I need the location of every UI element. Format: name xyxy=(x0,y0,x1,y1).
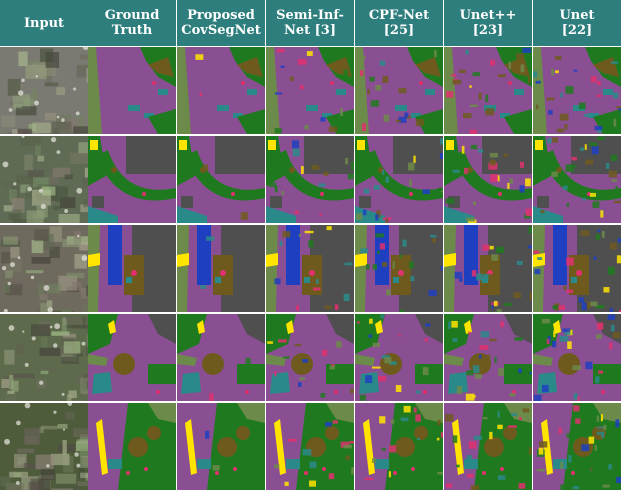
segmentation-map xyxy=(0,47,88,134)
segmentation-map xyxy=(444,47,532,134)
segmentation-map xyxy=(355,136,443,223)
image-cell-unet-plus-plus xyxy=(444,314,532,401)
image-cell-proposed-covsegnet xyxy=(177,314,265,401)
image-cell-unet xyxy=(533,314,621,401)
segmentation-map xyxy=(355,403,443,490)
header-semi-inf-net: Semi-Inf- Net [3] xyxy=(266,0,354,46)
image-cell-semi-inf-net xyxy=(266,47,354,134)
column-header-row: Input Ground Truth Proposed CovSegNet Se… xyxy=(0,0,622,46)
segmentation-map xyxy=(266,47,354,134)
header-proposed-covsegnet: Proposed CovSegNet xyxy=(177,0,265,46)
header-ground-truth: Ground Truth xyxy=(88,0,176,46)
segmentation-map xyxy=(444,403,532,490)
image-cell-ground-truth xyxy=(88,225,176,312)
segmentation-map xyxy=(177,314,265,401)
segmentation-map xyxy=(88,47,176,134)
image-cell-cpf-net xyxy=(355,47,443,134)
image-cell-unet xyxy=(533,136,621,223)
image-cell-input xyxy=(0,225,88,312)
segmentation-map xyxy=(533,225,621,312)
image-cell-unet xyxy=(533,225,621,312)
image-cell-input xyxy=(0,314,88,401)
segmentation-map xyxy=(0,136,88,223)
image-cell-unet-plus-plus xyxy=(444,47,532,134)
segmentation-map xyxy=(266,314,354,401)
image-cell-proposed-covsegnet xyxy=(177,403,265,490)
segmentation-map xyxy=(533,47,621,134)
segmentation-map xyxy=(177,225,265,312)
image-cell-unet-plus-plus xyxy=(444,225,532,312)
image-cell-semi-inf-net xyxy=(266,403,354,490)
image-cell-unet-plus-plus xyxy=(444,403,532,490)
segmentation-map xyxy=(88,225,176,312)
segmentation-map xyxy=(444,225,532,312)
image-cell-cpf-net xyxy=(355,136,443,223)
segmentation-map xyxy=(533,403,621,490)
image-cell-input xyxy=(0,47,88,134)
header-unet: Unet [22] xyxy=(533,0,621,46)
segmentation-map xyxy=(266,136,354,223)
segmentation-map xyxy=(0,314,88,401)
image-cell-ground-truth xyxy=(88,314,176,401)
header-cpf-net: CPF-Net [25] xyxy=(355,0,443,46)
segmentation-map xyxy=(533,136,621,223)
header-unet-plus-plus: Unet++ [23] xyxy=(444,0,532,46)
segmentation-map xyxy=(88,403,176,490)
image-cell-unet xyxy=(533,47,621,134)
segmentation-map xyxy=(177,47,265,134)
segmentation-map xyxy=(266,225,354,312)
image-cell-semi-inf-net xyxy=(266,225,354,312)
image-cell-semi-inf-net xyxy=(266,136,354,223)
image-cell-semi-inf-net xyxy=(266,314,354,401)
image-cell-unet xyxy=(533,403,621,490)
image-cell-ground-truth xyxy=(88,47,176,134)
segmentation-map xyxy=(355,314,443,401)
image-cell-proposed-covsegnet xyxy=(177,47,265,134)
segmentation-map xyxy=(355,47,443,134)
image-cell-input xyxy=(0,403,88,490)
segmentation-map xyxy=(88,136,176,223)
segmentation-map xyxy=(88,314,176,401)
image-grid xyxy=(0,46,622,490)
image-cell-cpf-net xyxy=(355,225,443,312)
segmentation-map xyxy=(355,225,443,312)
segmentation-map xyxy=(533,314,621,401)
header-input: Input xyxy=(0,0,88,46)
image-cell-cpf-net xyxy=(355,314,443,401)
segmentation-map xyxy=(444,314,532,401)
segmentation-map xyxy=(266,403,354,490)
image-cell-input xyxy=(0,136,88,223)
image-cell-cpf-net xyxy=(355,403,443,490)
segmentation-map xyxy=(177,136,265,223)
image-cell-unet-plus-plus xyxy=(444,136,532,223)
image-cell-proposed-covsegnet xyxy=(177,136,265,223)
segmentation-map xyxy=(0,225,88,312)
segmentation-map xyxy=(0,403,88,490)
segmentation-map xyxy=(177,403,265,490)
image-cell-ground-truth xyxy=(88,136,176,223)
image-cell-proposed-covsegnet xyxy=(177,225,265,312)
image-cell-ground-truth xyxy=(88,403,176,490)
segmentation-map xyxy=(444,136,532,223)
